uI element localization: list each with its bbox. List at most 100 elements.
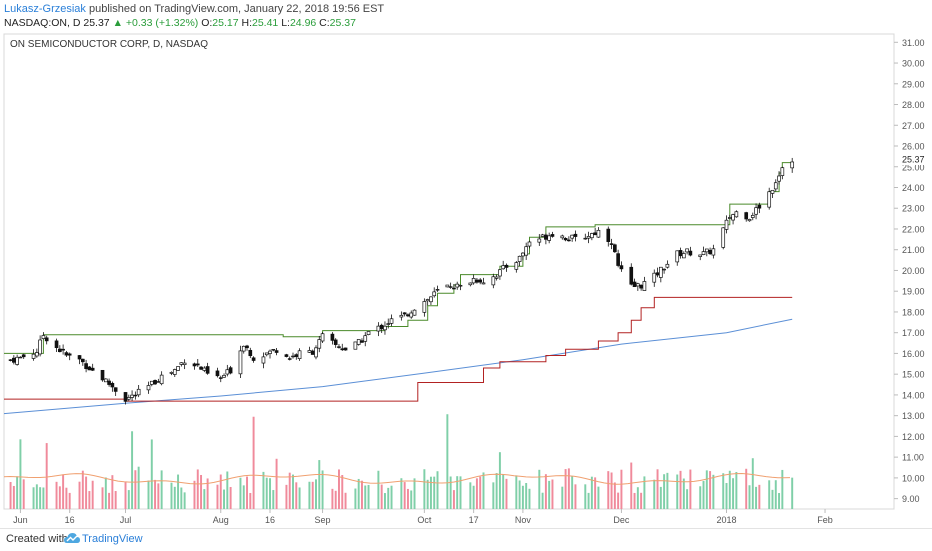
candle <box>402 312 407 315</box>
volume-bar <box>318 460 321 509</box>
volume-bar <box>751 458 754 509</box>
candle <box>422 301 427 313</box>
candle <box>297 350 302 360</box>
x-tick-label: 16 <box>65 515 75 525</box>
footer: Created with TradingView <box>0 528 932 551</box>
volume-bar <box>446 414 449 509</box>
volume-bar <box>584 484 587 509</box>
volume-bar <box>285 484 288 509</box>
y-tick-label: 18.00 <box>902 307 925 317</box>
candle <box>156 381 161 383</box>
candle <box>356 339 361 345</box>
candle <box>153 379 157 385</box>
x-tick-label: 17 <box>469 515 479 525</box>
y-tick-label: 30.00 <box>902 59 925 69</box>
candle <box>15 356 19 365</box>
price-chart[interactable]: ON SEMICONDUCTOR CORP, D, NASDAQ 9.00 10.… <box>0 30 932 528</box>
volume-bar <box>400 478 403 509</box>
open-label: O: <box>201 17 213 29</box>
candle <box>770 189 775 194</box>
volume-bar <box>699 486 702 509</box>
y-tick-label: 25.00 <box>902 162 925 172</box>
volume-bar <box>88 491 91 509</box>
volume-bar <box>390 485 393 509</box>
volume-bar <box>367 484 370 509</box>
volume-bar <box>725 482 728 509</box>
volume-bar <box>781 469 784 509</box>
volume-bar <box>292 474 294 509</box>
y-tick-label: 14.00 <box>902 390 925 400</box>
volume-bar <box>341 475 344 509</box>
candle <box>550 234 555 237</box>
volume-bar <box>758 484 761 509</box>
volume-bar <box>177 474 180 509</box>
volume-bar <box>587 492 590 509</box>
candle <box>222 375 226 378</box>
volume-bar <box>114 491 117 509</box>
candle <box>504 264 509 268</box>
up-arrow-icon: ▲ <box>112 17 123 29</box>
candle <box>176 366 180 371</box>
volume-bar <box>22 479 25 509</box>
volume-bar <box>459 476 462 509</box>
volume-bar <box>154 479 157 509</box>
tradingview-cloud-icon[interactable] <box>64 532 80 546</box>
candle <box>353 341 358 350</box>
y-tick-label: 28.00 <box>902 100 925 110</box>
candle <box>41 335 46 339</box>
candle <box>435 289 440 291</box>
candle <box>399 314 404 318</box>
candle <box>458 285 463 287</box>
volume-bar <box>196 469 199 509</box>
candle <box>780 167 785 176</box>
volume-bar <box>387 487 390 509</box>
tradingview-brand[interactable]: TradingView <box>82 533 143 545</box>
volume-bar <box>475 478 478 509</box>
publish-info: published on TradingView.com, January 22… <box>88 3 385 15</box>
candle <box>547 235 551 241</box>
candle <box>110 382 115 388</box>
y-tick-label: 26.00 <box>902 142 925 152</box>
volume-bar <box>62 474 65 509</box>
candle <box>340 348 345 351</box>
candle <box>678 250 683 257</box>
candle <box>320 333 325 342</box>
candle <box>199 366 203 370</box>
last-price: 25.37 <box>83 17 110 29</box>
volume-bar <box>331 488 334 509</box>
candle <box>744 212 749 220</box>
candle <box>77 355 82 360</box>
candle <box>261 356 266 364</box>
candle <box>731 214 735 221</box>
author-link[interactable]: Lukasz-Grzesiak <box>4 3 86 15</box>
created-with-label: Created with <box>6 533 68 545</box>
volume-bar <box>515 475 518 509</box>
candle <box>448 286 453 288</box>
y-tick-label: 21.00 <box>902 245 925 255</box>
volume-bar <box>643 476 646 509</box>
candle <box>307 350 312 353</box>
volume-bar <box>216 484 219 509</box>
volume-bar <box>479 476 482 509</box>
volume-bar <box>567 468 570 509</box>
candle <box>681 253 686 259</box>
volume-bar <box>712 474 715 509</box>
candle <box>136 388 141 396</box>
volume-bar <box>676 474 679 509</box>
volume-bar <box>229 486 232 509</box>
volume-bar <box>219 474 222 509</box>
candle <box>658 266 663 278</box>
y-tick-label: 20.00 <box>902 266 925 276</box>
volume-bar <box>364 485 367 509</box>
candle <box>540 234 545 237</box>
volume-bar <box>127 490 130 509</box>
candle <box>675 250 680 263</box>
chart-area[interactable]: ON SEMICONDUCTOR CORP, D, NASDAQ 9.00 10.… <box>0 30 932 528</box>
volume-bar <box>574 484 577 509</box>
volume-bar <box>85 476 88 509</box>
candle <box>425 299 430 302</box>
volume-bar <box>380 484 383 509</box>
volume-bar <box>482 472 485 509</box>
volume-bar <box>35 484 38 509</box>
candle <box>61 348 65 351</box>
